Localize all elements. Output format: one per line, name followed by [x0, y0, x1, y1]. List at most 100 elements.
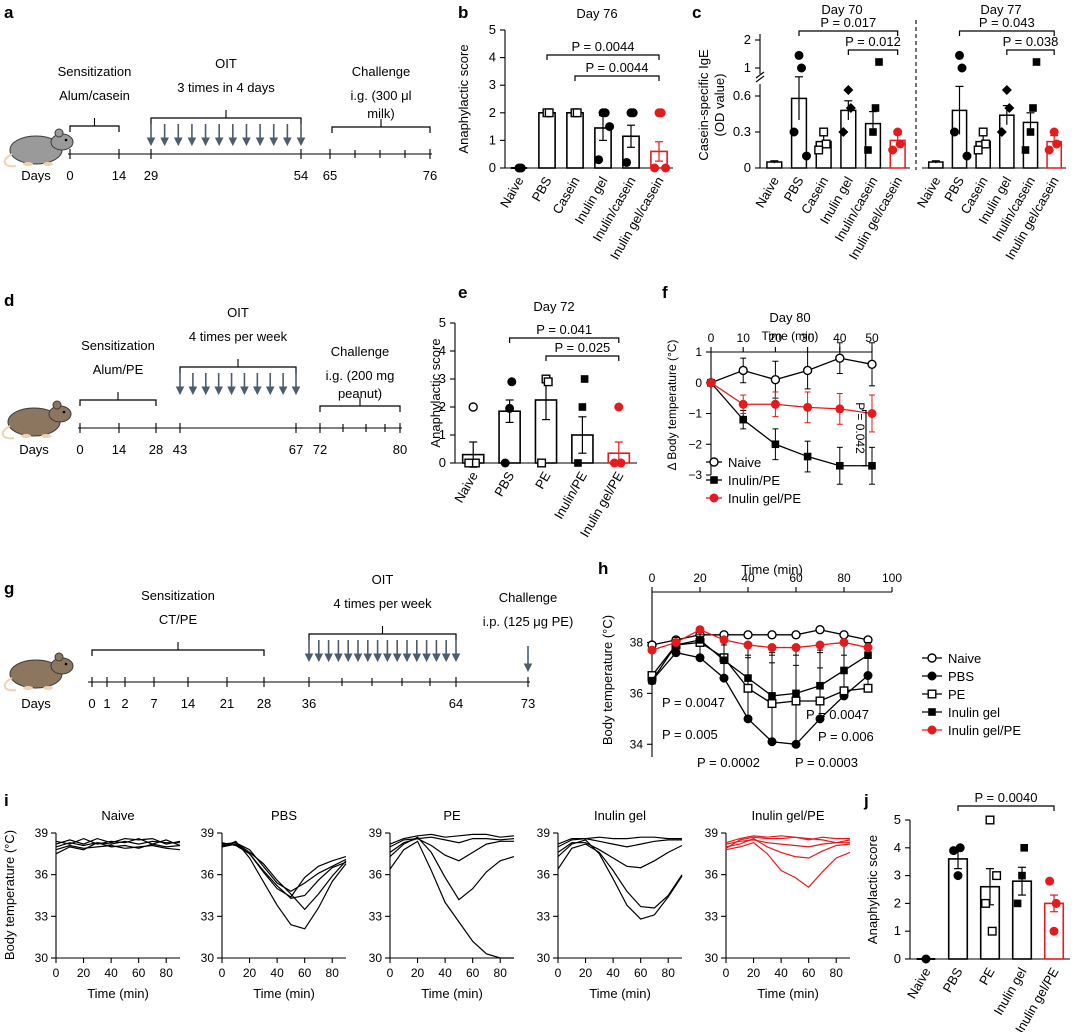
data-point [537, 458, 547, 468]
trace-line [725, 836, 851, 849]
trace-line [389, 833, 515, 845]
trace-line [55, 842, 181, 855]
data-point [955, 50, 964, 60]
data-point [1032, 58, 1041, 66]
chart-i: Body temperature (°C) 30 33 36 39 0 20 40 60 80 Ti… [2, 808, 851, 1001]
sensitization-title: Sensitization [141, 588, 215, 603]
data-point [981, 139, 991, 149]
oit-arrow-head [296, 137, 306, 147]
x-tick-label: 40 [833, 331, 847, 345]
data-point [978, 127, 988, 137]
panel-title: Naive [101, 808, 134, 823]
challenge-sub: i.g. (200 mg [326, 368, 395, 383]
x-tick-label: 0 [649, 571, 656, 585]
data-point [835, 404, 845, 414]
data-point [696, 636, 704, 644]
trace-line [725, 835, 850, 844]
data-point [767, 699, 777, 709]
timeline-tick-label: 64 [449, 696, 463, 711]
data-point [720, 656, 728, 665]
data-point [791, 739, 801, 749]
trace-line [389, 836, 515, 848]
panel-label-c: c [692, 3, 701, 22]
significance-bracket [1006, 49, 1055, 55]
data-point [888, 145, 898, 155]
challenge-title: Challenge [352, 64, 411, 79]
y-axis-label: Anaphylactic score [456, 44, 471, 153]
timeline-tick-label: 80 [393, 442, 407, 457]
bar [566, 112, 584, 169]
data-point [867, 359, 877, 369]
x-tick-label: PBS [491, 469, 517, 499]
oit-bracket [308, 633, 457, 640]
p-value-label: P = 0.0047 [806, 707, 869, 722]
oit-sub: 4 times per week [333, 596, 432, 611]
data-point [845, 103, 856, 113]
mouse-head [50, 657, 74, 675]
y-axis-label: Body temperature (°C) [600, 615, 615, 745]
x-tick-label: 40 [438, 966, 452, 980]
x-tick-label: 40 [104, 966, 118, 980]
oit-arrow-head [373, 653, 382, 663]
trace-panel: 30 33 36 39 0 20 40 60 80 Time (min) Inulin gel/PE [705, 808, 851, 1001]
x-tick-label: 10 [737, 331, 751, 345]
x-axis-label: Time (min) [757, 986, 819, 1001]
data-point [468, 402, 478, 412]
x-tick-label: PBS [529, 174, 555, 204]
data-point [1021, 146, 1030, 154]
data-point [609, 458, 619, 468]
timeline-tick-label: 1 [103, 696, 110, 711]
x-tick-label: 20 [411, 966, 425, 980]
data-point [949, 846, 959, 856]
series-line [651, 629, 869, 646]
mouse-head [50, 133, 74, 151]
y-tick-label: 33 [369, 909, 383, 923]
oit-arrow-head [304, 653, 314, 663]
oit-title: OIT [372, 572, 394, 587]
x-tick-label: Inulin/PE [551, 469, 590, 522]
y-tick-label: 3 [894, 868, 901, 883]
p-value-label: P = 0.0040 [974, 790, 1037, 805]
timeline-tick-label: 14 [181, 696, 195, 711]
x-tick-label: 20 [769, 331, 783, 345]
panel-label-j: j [863, 791, 869, 810]
data-point [656, 108, 666, 118]
x-tick-label: Naive [451, 469, 481, 505]
chart-title: Day 76 [576, 6, 617, 21]
oit-arrow-head [214, 386, 223, 396]
x-tick-label: 60 [132, 966, 146, 980]
y-tick-label: 36 [630, 686, 644, 700]
x-tick-label: 60 [634, 966, 648, 980]
oit-arrow-head [451, 653, 461, 663]
y-tick-label: 2 [894, 895, 901, 910]
data-point [863, 683, 873, 693]
chart-e: 0 1 2 3 4 5 Anaphylactic score Day 72 Naive PBS PE… [428, 299, 637, 540]
significance-bracket [574, 75, 660, 81]
timeline-tick-label: 21 [220, 696, 234, 711]
p-value-label: P = 0.006 [818, 729, 874, 744]
data-point [836, 461, 844, 470]
timeline-tick-label: 36 [302, 696, 316, 711]
x-tick-label: 60 [298, 966, 312, 980]
data-point [605, 122, 615, 132]
sensitization-sub: Alum/PE [93, 362, 144, 377]
oit-arrow-head [160, 137, 169, 147]
data-point [770, 399, 780, 409]
challenge-bracket [319, 405, 401, 412]
oit-arrow-head [228, 137, 238, 147]
x-tick-label: 30 [801, 331, 815, 345]
trace-panel: 30 33 36 39 0 20 40 60 80 Time (min) PBS [201, 808, 347, 1001]
y-tick-label: −2 [688, 437, 702, 451]
x-tick-label: 80 [326, 966, 340, 980]
data-point [743, 630, 753, 640]
x-axis-label: Time (min) [762, 329, 819, 343]
y-tick-label: 39 [35, 826, 49, 840]
mouse-tail [3, 153, 17, 168]
y-tick-label: 36 [537, 868, 551, 882]
oit-arrow-head [214, 137, 224, 147]
y-tick-label: 0 [744, 160, 751, 175]
y-tick-label: 3 [439, 371, 446, 386]
p-value-label: P = 0.038 [1003, 34, 1059, 49]
mouse-icon-a [3, 128, 74, 168]
